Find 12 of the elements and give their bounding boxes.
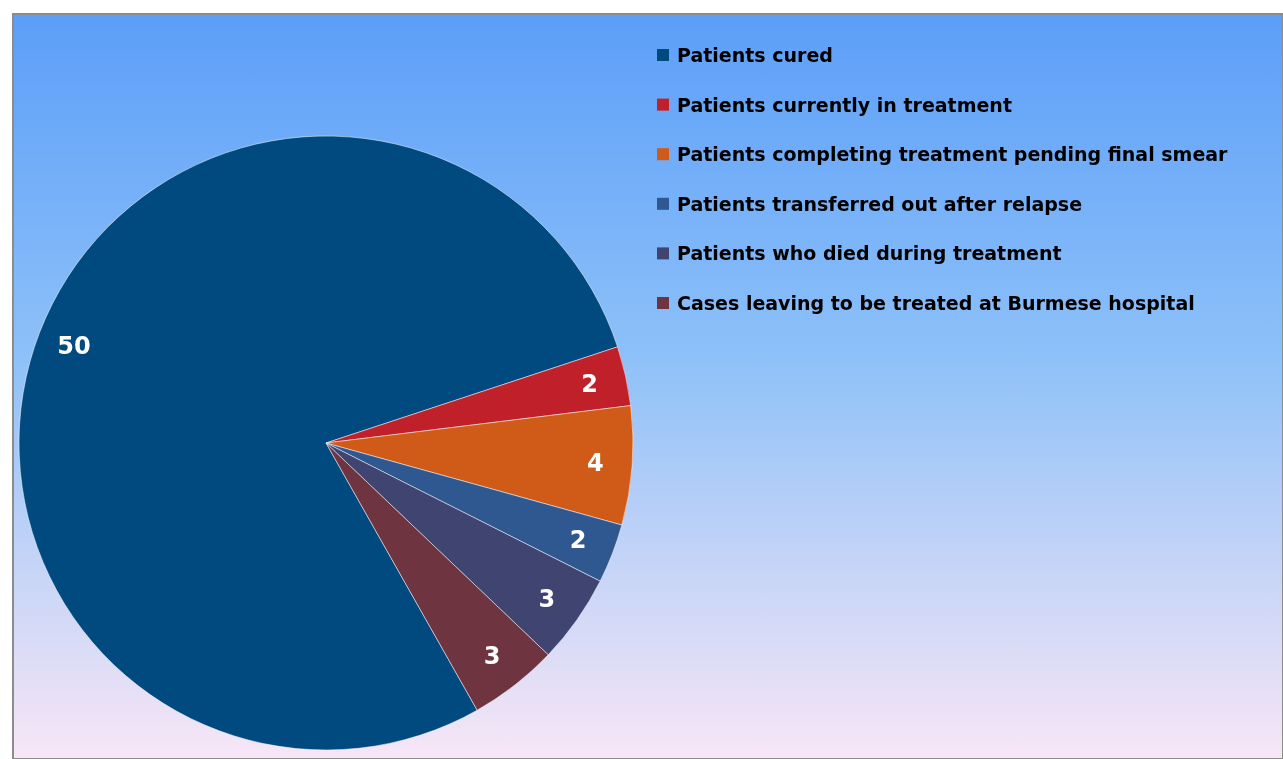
legend-label: Cases leaving to be treated at Burmese hospital — [677, 292, 1195, 314]
legend-label: Patients transferred out after relapse — [677, 192, 1083, 215]
legend-label: Patients who died during treatment — [677, 242, 1062, 265]
data-label: 4 — [587, 449, 604, 478]
slice-label: Patients cured — [677, 44, 833, 66]
data-label: 2 — [569, 526, 587, 555]
legend-label: Patients completing treatment pending final smear — [677, 143, 1229, 166]
data-label: 3 — [483, 642, 501, 671]
legend-label: Patients currently in treatment — [677, 93, 1012, 116]
data-label: 2 — [581, 369, 598, 398]
data-label: 50 — [57, 331, 91, 360]
data-label: 3 — [538, 584, 556, 613]
